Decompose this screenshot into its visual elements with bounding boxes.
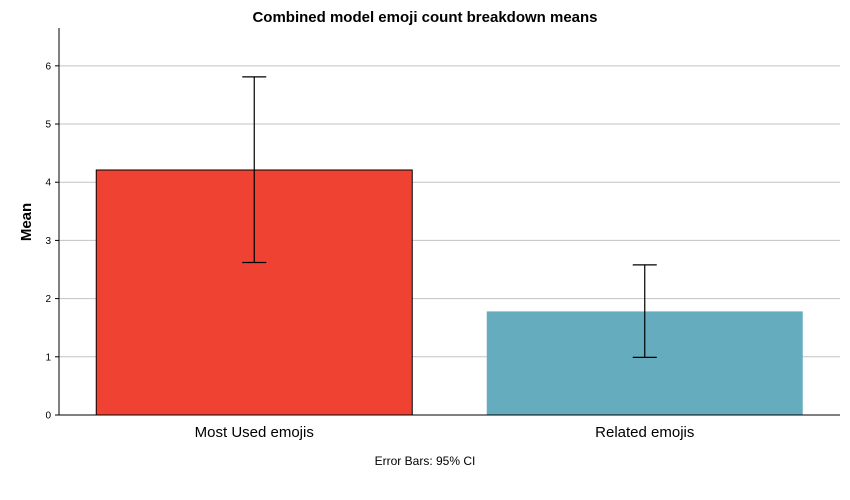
x-tick-labels: Most Used emojis Related emojis [195,424,695,441]
y-tick-labels: 0 1 2 3 4 5 6 [45,61,51,421]
y-tick-label: 3 [45,236,51,247]
y-tick-label: 2 [45,294,51,305]
y-tick-label: 6 [45,61,51,72]
y-tick-label: 0 [45,411,51,422]
y-tick-label: 5 [45,120,51,131]
y-tick-label: 4 [45,178,51,189]
axes [55,28,840,416]
error-bars [242,76,657,358]
y-axis-label: Mean [18,203,35,241]
x-tick-label: Most Used emojis [195,424,314,441]
bars [95,169,803,416]
chart-title: Combined model emoji count breakdown mea… [252,9,597,26]
y-tick-label: 1 [45,352,51,363]
x-tick-label: Related emojis [595,424,694,441]
error-bars-note: Error Bars: 95% CI [375,454,476,468]
